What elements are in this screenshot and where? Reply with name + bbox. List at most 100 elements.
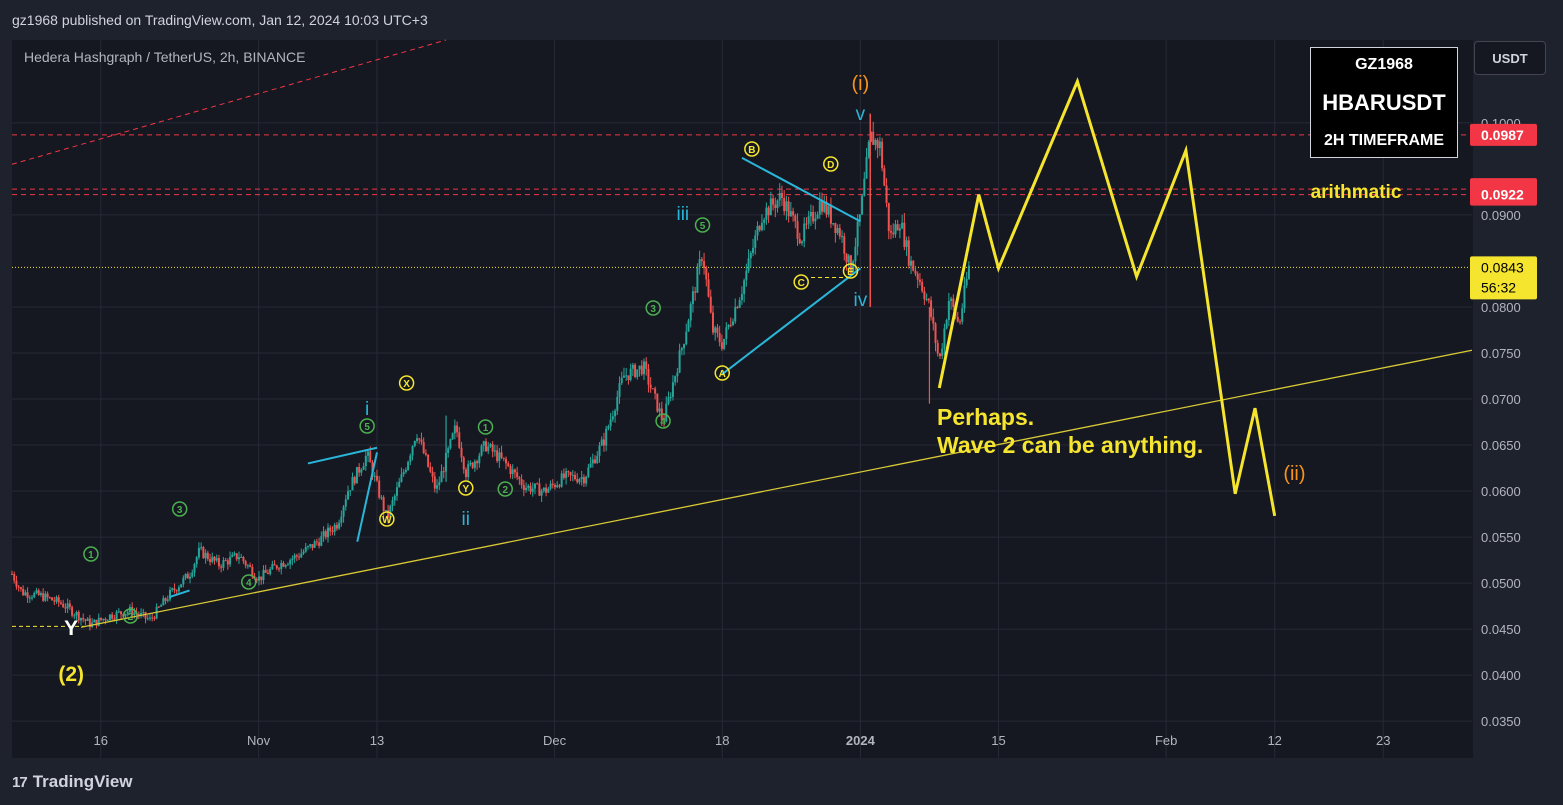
wave-circle-yellow: E [847, 267, 854, 278]
candle-body [887, 202, 890, 232]
wave-circle-yellow-ring [398, 375, 415, 391]
candle-body [622, 375, 625, 378]
candle-body [671, 382, 674, 397]
candle-body [716, 327, 719, 333]
time-tick-label: Nov [247, 733, 271, 748]
candle-body [84, 619, 87, 621]
candle-body [732, 321, 735, 326]
candle-body [958, 321, 961, 323]
candle-body [852, 261, 855, 274]
candle-body [77, 611, 80, 621]
candle-body [907, 240, 910, 266]
candle-body [431, 471, 434, 477]
candle-body [393, 495, 396, 501]
wave-circle-green: 2 [128, 612, 134, 623]
candle-body [237, 557, 240, 560]
candle-body [62, 603, 65, 608]
candle-body [832, 223, 835, 225]
candle-body [934, 323, 937, 344]
price-tick-label: 0.0550 [1481, 530, 1521, 545]
candle-body [473, 461, 476, 468]
candle-body [55, 597, 58, 602]
price-axis: 0.10000.09000.08000.07500.07000.06500.06… [1470, 116, 1537, 729]
candle-body [451, 433, 454, 440]
candle-body [31, 597, 34, 599]
candle-body [358, 467, 361, 473]
candle-body [881, 141, 884, 169]
candle-body [102, 618, 105, 620]
wave-label-ii: (ii) [1283, 463, 1305, 485]
candle-body [513, 469, 516, 473]
time-tick-label: 12 [1267, 733, 1281, 748]
candle-body [404, 469, 407, 473]
candle-body [353, 477, 356, 484]
candle-body [892, 232, 895, 235]
wave-circle-green-ring [359, 418, 375, 434]
price-tick-label: 0.0750 [1481, 346, 1521, 361]
candle-body [582, 477, 585, 484]
candle-body [140, 613, 143, 616]
candle-body [442, 471, 445, 473]
price-tick-label: 0.0650 [1481, 438, 1521, 453]
candle-body [88, 618, 91, 627]
candle-body [685, 331, 688, 345]
publish-bar: gz1968 published on TradingView.com, Jan… [0, 0, 1563, 40]
candle-body [896, 224, 899, 231]
candle-body [867, 141, 870, 158]
candle-body [469, 462, 472, 465]
candle-body [400, 474, 403, 482]
candle-body [691, 291, 694, 304]
candle-body [340, 516, 343, 523]
candle-body [93, 619, 96, 623]
candle-body [809, 211, 812, 217]
candle-body [306, 546, 309, 548]
tradingview-logo[interactable]: 17 TradingView [12, 772, 133, 792]
candle-body [173, 588, 176, 591]
candle-body [100, 617, 103, 620]
candle-body [910, 260, 913, 266]
candle-body [478, 455, 481, 464]
candle-body [19, 587, 22, 589]
candle-body [182, 577, 185, 585]
candle-body [542, 487, 545, 491]
candle-body [349, 490, 352, 492]
candle-body [720, 342, 723, 349]
candle-body [709, 296, 712, 313]
candle-body [696, 267, 699, 293]
candle-body [500, 452, 503, 458]
candle-body [745, 270, 748, 281]
candle-body [930, 300, 933, 318]
wave-line [169, 589, 190, 598]
candle-body [195, 557, 198, 565]
candle-body [491, 444, 494, 452]
wave-label-cyan-v: v [856, 104, 866, 125]
candle-body [291, 558, 294, 561]
candle-body [698, 259, 701, 268]
candle-body [271, 564, 274, 570]
currency-button[interactable]: USDT [1474, 41, 1546, 75]
candle-body [778, 192, 781, 201]
candle-body [941, 348, 944, 357]
candle-body [627, 375, 630, 381]
grid-lines [12, 40, 1472, 758]
candle-body [834, 223, 837, 234]
candle-body [718, 332, 721, 343]
candle-body [322, 531, 325, 537]
candle-body [162, 598, 165, 606]
candle-body [647, 368, 650, 385]
candle-body [137, 614, 140, 616]
candle-body [620, 377, 623, 384]
candle-body [213, 556, 216, 561]
candle-body [527, 485, 530, 488]
candle-body [124, 613, 127, 617]
candle-body [571, 475, 574, 477]
candle-body [823, 201, 826, 212]
candle-body [433, 476, 436, 489]
candle-body [921, 281, 924, 292]
candle-body [614, 410, 617, 417]
candle-body [180, 584, 183, 588]
time-tick-label: 13 [370, 733, 384, 748]
candle-body [427, 454, 430, 467]
candle-body [202, 547, 205, 559]
